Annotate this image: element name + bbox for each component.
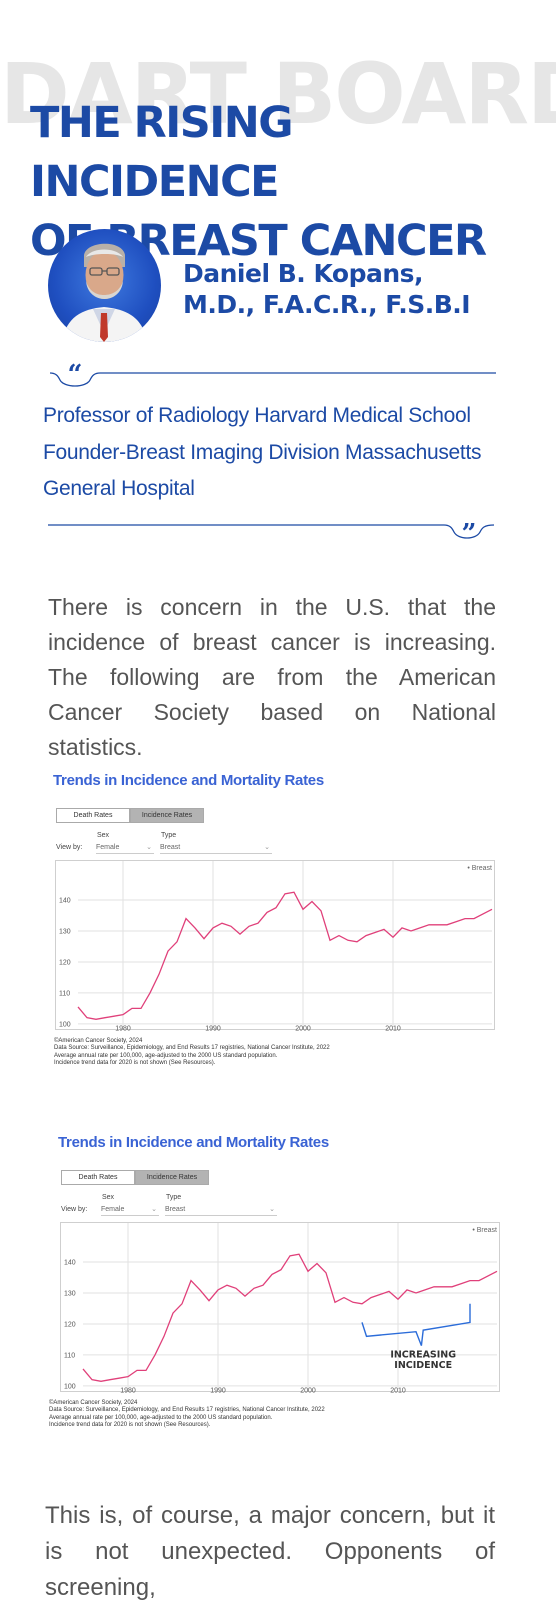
chart-note-source: Data Source: Surveillance, Epidemiology,… — [54, 1045, 330, 1052]
chart-note-rate: Average annual rate per 100,000, age-adj… — [49, 1414, 273, 1421]
series-line-breast — [82, 1253, 498, 1382]
type-label: Type — [166, 1194, 182, 1201]
sex-select-value: Female — [96, 844, 120, 851]
view-by-label: View by: — [56, 844, 83, 851]
tab-death-rates[interactable]: Death Rates — [56, 808, 130, 823]
chart-title: Trends in Incidence and Mortality Rates — [53, 772, 324, 789]
chevron-down-icon: ⌄ — [146, 844, 152, 851]
type-select[interactable]: Breast ⌄ — [165, 1204, 277, 1216]
type-select-value: Breast — [160, 844, 181, 851]
watermark-text: DART BOARD — [0, 52, 556, 136]
type-label: Type — [161, 832, 177, 839]
author-name-line-1: Daniel B. Kopans, — [183, 259, 424, 288]
y-tick-label: 140 — [64, 1259, 76, 1266]
intro-paragraph: There is concern in the U.S. that the in… — [48, 594, 496, 760]
y-tick-label: 140 — [59, 897, 71, 904]
author-affiliation: Professor of Radiology Harvard Medical S… — [43, 398, 513, 508]
affiliation-line-1: Professor of Radiology Harvard Medical S… — [43, 404, 471, 427]
line-chart: 100 110 120 130 140 1980 1990 2000 2010 • Breast — [59, 861, 493, 1032]
author-avatar — [48, 229, 161, 342]
y-tick-label: 110 — [64, 1352, 75, 1359]
sex-label: Sex — [97, 832, 110, 839]
chart-note-rate: Average annual rate per 100,000, age-adj… — [54, 1052, 278, 1059]
sex-label: Sex — [102, 1194, 115, 1201]
y-tick-label: 130 — [59, 928, 71, 935]
y-tick-label: 110 — [59, 990, 70, 997]
x-tick-label: 2000 — [295, 1026, 311, 1032]
type-select[interactable]: Breast ⌄ — [160, 842, 272, 854]
chart-title: Trends in Incidence and Mortality Rates — [58, 1134, 329, 1151]
series-line-breast — [77, 891, 493, 1020]
chevron-down-icon: ⌄ — [151, 1206, 157, 1213]
author-name: Daniel B. Kopans, M.D., F.A.C.R., F.S.B.… — [183, 258, 471, 320]
x-tick-label: 1990 — [210, 1388, 226, 1394]
chart-note-2020: Incidence trend data for 2020 is not sho… — [54, 1060, 216, 1067]
annotation-label-line-1: INCREASING — [390, 1349, 456, 1360]
close-quote-icon: ” — [462, 519, 477, 542]
x-tick-label: 1980 — [115, 1026, 131, 1032]
x-tick-label: 1980 — [120, 1388, 136, 1394]
chart-notes: ©American Cancer Society, 2024 Data Sour… — [49, 1400, 489, 1430]
chevron-down-icon: ⌄ — [269, 1206, 275, 1213]
close-quote-divider: ” — [48, 519, 495, 542]
chart-note-source: Data Source: Surveillance, Epidemiology,… — [49, 1407, 325, 1414]
plot-area: 100 110 120 130 140 1980 1990 2000 2010 • Breast I… — [60, 1222, 500, 1394]
y-tick-label: 120 — [59, 959, 71, 966]
chart-note-copyright: ©American Cancer Society, 2024 — [54, 1038, 143, 1044]
line-chart: 100 110 120 130 140 1980 1990 2000 2010 • Breast I… — [64, 1223, 498, 1394]
x-tick-label: 2010 — [385, 1026, 401, 1032]
closing-paragraph: This is, of course, a major concern, but… — [45, 1502, 495, 1600]
chart-note-2020: Incidence trend data for 2020 is not sho… — [49, 1422, 211, 1429]
view-by-label: View by: — [61, 1206, 88, 1213]
x-tick-label: 2000 — [300, 1388, 316, 1394]
open-quote-icon: “ — [68, 362, 83, 390]
legend-breast: • Breast — [467, 865, 492, 872]
y-tick-label: 100 — [64, 1383, 76, 1390]
y-tick-label: 130 — [64, 1290, 76, 1297]
annotation-label-line-2: INCIDENCE — [394, 1360, 452, 1371]
tab-incidence-rates[interactable]: Incidence Rates — [130, 808, 204, 823]
chevron-down-icon: ⌄ — [264, 844, 270, 851]
y-tick-label: 120 — [64, 1321, 76, 1328]
chart-note-copyright: ©American Cancer Society, 2024 — [49, 1400, 138, 1406]
plot-area: 100 110 120 130 140 1980 1990 2000 2010 • Breast — [55, 860, 495, 1032]
sex-select[interactable]: Female ⌄ — [101, 1204, 159, 1216]
title-line-1: THE RISING INCIDENCE — [30, 98, 294, 207]
affiliation-line-2: Founder-Breast Imaging Division Massachu… — [43, 440, 482, 464]
tab-death-rates[interactable]: Death Rates — [61, 1170, 135, 1185]
y-tick-label: 100 — [59, 1021, 71, 1028]
author-photo-icon — [62, 243, 147, 342]
increasing-bracket — [361, 1303, 471, 1346]
type-select-value: Breast — [165, 1206, 186, 1213]
sex-select[interactable]: Female ⌄ — [96, 842, 154, 854]
open-quote-divider: “ — [49, 362, 496, 390]
author-credentials: M.D., F.A.C.R., F.S.B.I — [183, 290, 471, 319]
x-tick-label: 1990 — [205, 1026, 221, 1032]
sex-select-value: Female — [101, 1206, 125, 1213]
legend-breast: • Breast — [472, 1227, 497, 1234]
x-tick-label: 2010 — [390, 1388, 406, 1394]
tab-incidence-rates[interactable]: Incidence Rates — [135, 1170, 209, 1185]
chart-notes: ©American Cancer Society, 2024 Data Sour… — [54, 1038, 494, 1068]
affiliation-line-3: General Hospital — [43, 477, 195, 500]
